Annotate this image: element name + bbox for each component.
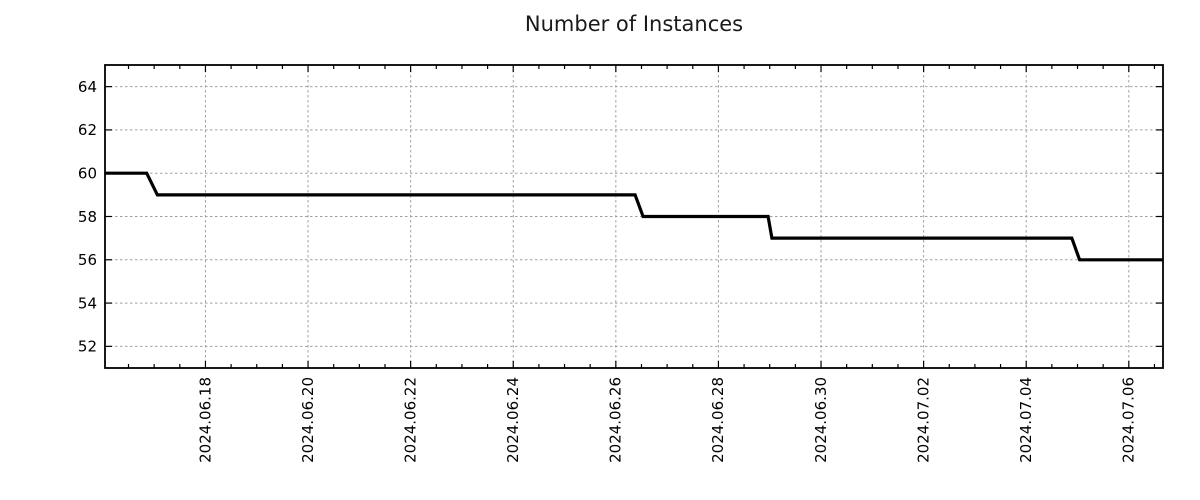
x-tick-label: 2024.06.28 xyxy=(709,377,727,463)
chart-title: Number of Instances xyxy=(524,12,744,36)
axis-tick-labels: 52 54 56 58 60 62 64 2024.06.18 2024.06.20 2024.0… xyxy=(78,78,1138,463)
y-tick-label: 58 xyxy=(78,208,97,226)
series-line xyxy=(105,171,1163,262)
y-tick-label: 56 xyxy=(78,251,97,269)
x-tick-label: 2024.07.06 xyxy=(1120,377,1138,463)
y-tick-label: 62 xyxy=(78,121,97,139)
x-tick-label: 2024.07.02 xyxy=(914,377,932,463)
axis-ticks xyxy=(105,65,1163,368)
grid-lines xyxy=(105,65,1163,368)
plot-border xyxy=(104,64,1164,369)
y-tick-label: 54 xyxy=(78,294,97,312)
x-tick-label: 2024.06.22 xyxy=(401,377,419,463)
x-tick-label: 2024.06.20 xyxy=(299,377,317,463)
x-tick-label: 2024.06.26 xyxy=(607,377,625,463)
y-tick-label: 60 xyxy=(78,164,97,182)
y-tick-label: 52 xyxy=(78,338,97,356)
plot-border-box xyxy=(104,64,1164,369)
x-tick-label: 2024.06.18 xyxy=(196,377,214,463)
x-tick-label: 2024.06.24 xyxy=(504,377,522,463)
data-series xyxy=(105,171,1163,262)
y-tick-label: 64 xyxy=(78,78,97,96)
x-tick-label: 2024.06.30 xyxy=(812,377,830,463)
x-tick-label: 2024.07.04 xyxy=(1017,377,1035,463)
